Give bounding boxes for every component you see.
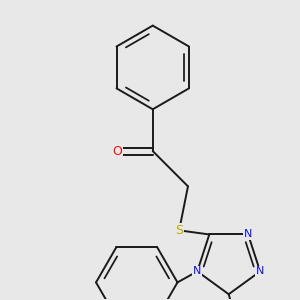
Text: N: N <box>256 266 264 276</box>
Text: N: N <box>244 230 252 239</box>
Text: N: N <box>193 266 202 276</box>
Text: S: S <box>175 224 183 237</box>
Text: O: O <box>112 145 122 158</box>
